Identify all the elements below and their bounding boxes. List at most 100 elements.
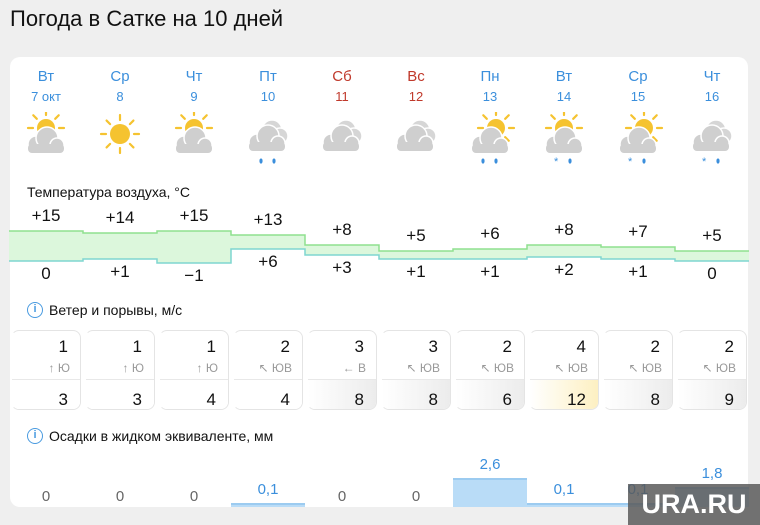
- wind-direction: ↑ Ю: [48, 361, 70, 375]
- snow-icon: *: [628, 156, 633, 168]
- day-of-week[interactable]: Ср: [628, 68, 648, 85]
- temp-range-segment: [379, 251, 453, 259]
- wind-direction: ↑ Ю: [122, 361, 144, 375]
- day-date[interactable]: 9: [190, 89, 198, 104]
- wind-gust: 9: [678, 379, 746, 409]
- precip-value: 0: [337, 488, 347, 505]
- temp-high: +7: [628, 222, 648, 241]
- sun-icon: [99, 113, 141, 155]
- day-date[interactable]: 14: [556, 89, 572, 104]
- temp-range-segment: [675, 251, 749, 261]
- precip-value: 0: [189, 488, 199, 505]
- wind-card: 3 ← В 8: [307, 330, 377, 410]
- day-of-week[interactable]: Чт: [703, 68, 721, 85]
- precip-value: 2,6: [479, 456, 501, 474]
- temp-low: +2: [554, 260, 574, 279]
- wind-direction: ↖ ЮВ: [628, 361, 662, 375]
- wind-gust: 4: [234, 379, 302, 409]
- cloudy-icon: [231, 112, 305, 167]
- wind-card: 2 ↖ ЮВ 9: [677, 330, 747, 410]
- precip-value: 0: [411, 488, 421, 505]
- temperature-title-text: Температура воздуха, °C: [27, 184, 190, 200]
- day-of-week[interactable]: Чт: [185, 68, 203, 85]
- wind-card: 1 ↑ Ю 4: [159, 330, 229, 410]
- temp-range-segment: [9, 231, 83, 261]
- temp-range-segment: [601, 247, 675, 259]
- partly-cloudy-icon: [9, 108, 83, 167]
- temp-high: +15: [31, 206, 61, 225]
- wind-speed: 3: [428, 337, 438, 356]
- rain-icon: [642, 158, 646, 164]
- wind-direction: ← В: [342, 361, 366, 375]
- temp-low: +1: [110, 262, 130, 281]
- wind-speed: 1: [58, 337, 68, 356]
- temperature-title: Температура воздуха, °C: [27, 184, 190, 200]
- temp-low: +3: [332, 258, 352, 277]
- info-icon[interactable]: i: [27, 302, 43, 318]
- temp-low: +1: [480, 262, 500, 281]
- day-date[interactable]: 11: [335, 89, 349, 104]
- temp-low-line: [9, 248, 749, 264]
- day-date[interactable]: 10: [260, 89, 276, 104]
- temp-range-segment: [305, 245, 379, 255]
- day-date[interactable]: 15: [630, 89, 646, 104]
- temp-high-line: [9, 230, 749, 252]
- wind-gust: 8: [382, 379, 450, 409]
- page-title: Погода в Сатке на 10 дней: [10, 6, 284, 31]
- precip-title-text: Осадки в жидком эквиваленте, мм: [49, 428, 274, 444]
- day-of-week[interactable]: Вс: [407, 68, 425, 85]
- precip-value: 1,8: [701, 465, 723, 483]
- temp-low: 0: [41, 264, 51, 283]
- precip-bar: [453, 478, 527, 507]
- day-date[interactable]: 7 окт: [31, 89, 61, 104]
- wind-speed: 1: [132, 337, 142, 356]
- rain-icon: [259, 158, 276, 164]
- temp-high: +8: [554, 220, 574, 239]
- precip-value: 0,1: [553, 481, 575, 498]
- wind-direction: ↖ ЮВ: [406, 361, 440, 375]
- precip-bar: [231, 503, 305, 507]
- precip-value: 0,1: [257, 481, 279, 498]
- day-of-week[interactable]: Ср: [110, 68, 130, 85]
- day-date[interactable]: 13: [482, 89, 498, 104]
- wind-speed: 2: [650, 337, 660, 356]
- wind-card: 2 ↖ ЮВ 8: [603, 330, 673, 410]
- wind-gust: 4: [160, 379, 228, 409]
- wind-direction: ↑ Ю: [196, 361, 218, 375]
- rain-icon: [716, 158, 720, 164]
- info-icon[interactable]: i: [27, 428, 43, 444]
- wind-direction: ↖ ЮВ: [554, 361, 588, 375]
- temp-range-segment: [231, 235, 305, 249]
- day-of-week[interactable]: Сб: [332, 68, 352, 85]
- wind-direction: ↖ ЮВ: [258, 361, 292, 375]
- day-date[interactable]: 8: [116, 89, 124, 104]
- partly-cloudy-icon: *: [527, 108, 601, 168]
- cloudy-icon: [379, 112, 453, 167]
- wind-card: 3 ↖ ЮВ 8: [381, 330, 451, 410]
- temp-range-segment: [83, 233, 157, 259]
- wind-speed: 4: [576, 337, 586, 356]
- precip-value: 0: [41, 488, 51, 505]
- day-date[interactable]: 16: [704, 89, 720, 104]
- wind-card: 4 ↖ ЮВ 12: [529, 330, 599, 410]
- day-of-week[interactable]: Вт: [555, 68, 573, 85]
- temp-high: +5: [702, 226, 722, 245]
- wind-speed: 3: [354, 337, 364, 356]
- day-of-week[interactable]: Вт: [37, 68, 55, 85]
- wind-gust: 12: [530, 379, 598, 409]
- cloudy-icon: *: [675, 112, 749, 168]
- temp-low: +6: [258, 252, 278, 271]
- watermark-logo: URA.RU: [628, 484, 760, 525]
- day-of-week[interactable]: Пн: [480, 68, 500, 85]
- temp-low: +1: [628, 262, 648, 281]
- wind-direction: ↖ ЮВ: [480, 361, 514, 375]
- temp-high: +14: [105, 208, 135, 227]
- temp-high: +15: [179, 206, 209, 225]
- wind-speed: 1: [206, 337, 216, 356]
- day-date[interactable]: 12: [408, 89, 424, 104]
- wind-gust: 3: [86, 379, 154, 409]
- day-of-week[interactable]: Пт: [259, 68, 277, 85]
- partly-cloudy-icon: [157, 108, 231, 167]
- wind-speed: 2: [724, 337, 734, 356]
